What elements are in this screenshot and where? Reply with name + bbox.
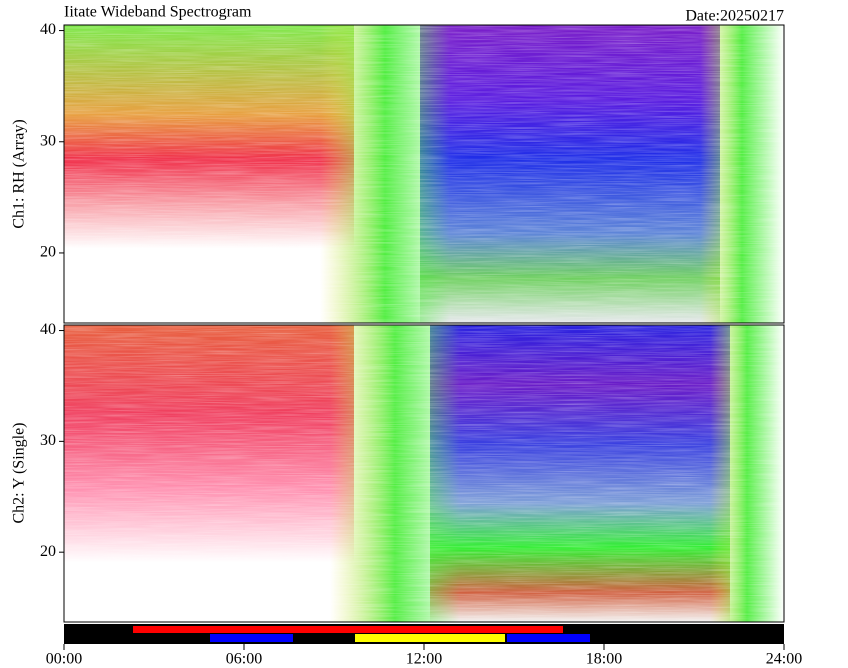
frame <box>63 324 785 623</box>
title: Iitate Wideband Spectrogram <box>64 4 252 21</box>
y-tick-label: 40 <box>40 321 56 338</box>
y-tick-label: 30 <box>40 432 56 449</box>
x-tick-label: 18:00 <box>586 651 622 668</box>
y-tick-label: 20 <box>40 244 56 261</box>
y-tick-label: 20 <box>40 543 56 560</box>
y-axis-label: Ch2: Y (Single) <box>11 422 28 523</box>
y-axis-label: Ch1: RH (Array) <box>11 119 28 228</box>
date: Date:20250217 <box>685 8 784 25</box>
spectrogram-image-2 <box>64 325 784 622</box>
y-tick-label: 30 <box>40 132 56 149</box>
x-tick-label: 06:00 <box>226 651 262 668</box>
frame <box>63 24 785 324</box>
y-tick-label: 40 <box>40 21 56 38</box>
spectrogram-image-1 <box>64 25 784 323</box>
x-tick-label: 12:00 <box>406 651 442 668</box>
x-tick-label: 24:00 <box>766 651 802 668</box>
status-bar <box>64 624 784 644</box>
x-tick-label: 00:00 <box>46 651 82 668</box>
